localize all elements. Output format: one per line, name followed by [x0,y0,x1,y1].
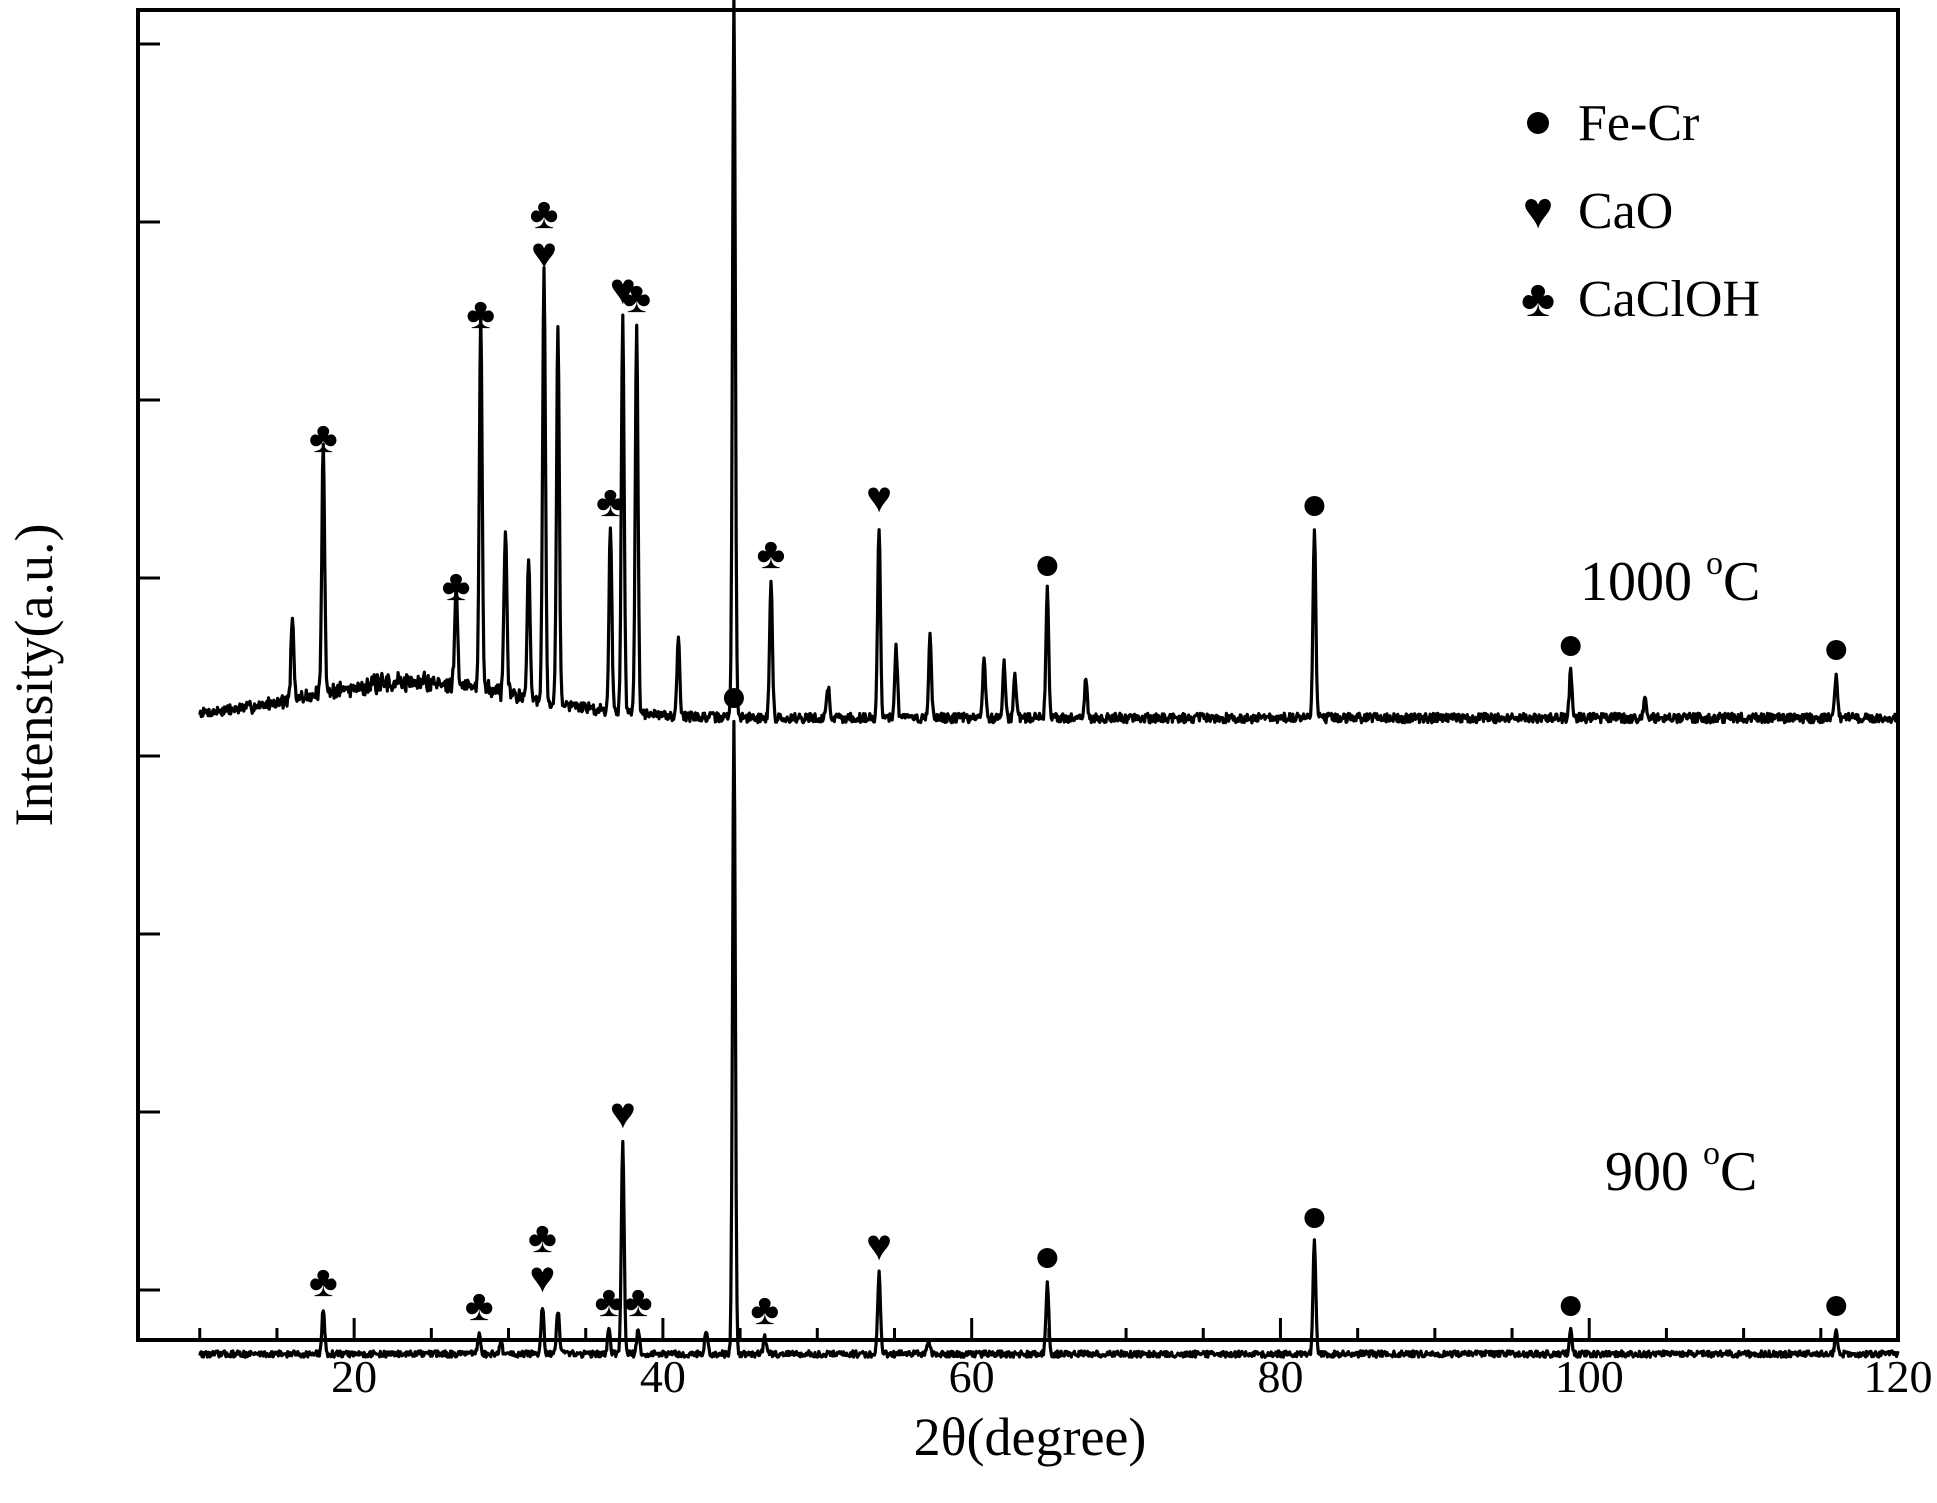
x-tick-label: 80 [1257,1351,1303,1402]
fecr-peak-marker [1560,1296,1581,1316]
legend: Fe-Cr ♥ CaO ♣ CaClOH [1521,95,1760,328]
series-label-1000: 1000 oC [1580,545,1760,613]
series-line-1 [198,719,1900,1359]
cao-peak-marker: ♥ [610,1089,636,1138]
y-axis-title: Intensity(a.u.) [4,524,64,827]
cao-peak-marker: ♥ [866,473,892,522]
caclo-peak-marker: ♣ [530,189,559,238]
legend-caclo-label: CaClOH [1578,271,1760,328]
caclo-peak-marker: ♣ [466,289,495,338]
x-tick-label: 60 [949,1351,995,1402]
fecr-peak-marker [1037,556,1058,576]
x-tick-label: 100 [1555,1351,1624,1402]
x-axis-title: 2θ(degree) [914,1407,1147,1467]
x-tick-label: 40 [640,1351,686,1402]
cao-peak-marker: ♥ [531,229,557,278]
caclo-peak-marker: ♣ [596,477,625,526]
y-axis [138,42,160,1292]
x-axis: 20 40 60 80 100 120 [198,1318,1933,1402]
series-label-900: 900 oC [1605,1135,1757,1203]
caclo-peak-marker: ♣ [757,529,786,578]
series-layer [198,0,1900,1359]
peak-markers: ♣♣♣♥♣♣♥♣♣♥♣ ♣♥♣♣♥♣ ♣♥ [309,189,1847,1334]
legend-fecr-label: Fe-Cr [1578,95,1699,152]
fecr-peak-marker [1560,636,1581,656]
caclo-peak-marker: ♣ [750,1285,779,1334]
caclo-peak-marker: ♣ [528,1213,557,1262]
caclo-peak-marker: ♣ [622,273,651,322]
caclo-peak-marker: ♣ [442,561,471,610]
caclo-peak-marker: ♣ [594,1277,623,1326]
fecr-peak-marker [1304,1208,1325,1228]
x-tick-label: 120 [1864,1351,1933,1402]
cao-peak-marker: ♥ [866,1221,892,1270]
fecr-peak-marker [1037,1248,1058,1268]
fecr-peak-marker [1304,496,1325,516]
plot-frame [136,8,1900,1342]
legend-fecr-marker [1527,112,1549,134]
cao-peak-marker: ♥ [610,265,636,314]
caclo-peak-marker: ♣ [309,1257,338,1306]
fecr-peak-marker [723,688,744,708]
legend-cao-label: CaO [1578,183,1673,240]
caclo-peak-marker: ♣ [465,1281,494,1330]
legend-cao-marker: ♥ [1523,183,1554,240]
legend-caclo-marker: ♣ [1521,271,1555,328]
caclo-peak-marker: ♣ [624,1277,653,1326]
fecr-peak-marker [1826,640,1847,660]
caclo-peak-marker: ♣ [309,413,338,462]
x-tick-label: 20 [331,1351,377,1402]
fecr-peak-marker [1826,1296,1847,1316]
series-line-0 [198,0,1900,725]
cao-peak-marker: ♥ [529,1253,555,1302]
